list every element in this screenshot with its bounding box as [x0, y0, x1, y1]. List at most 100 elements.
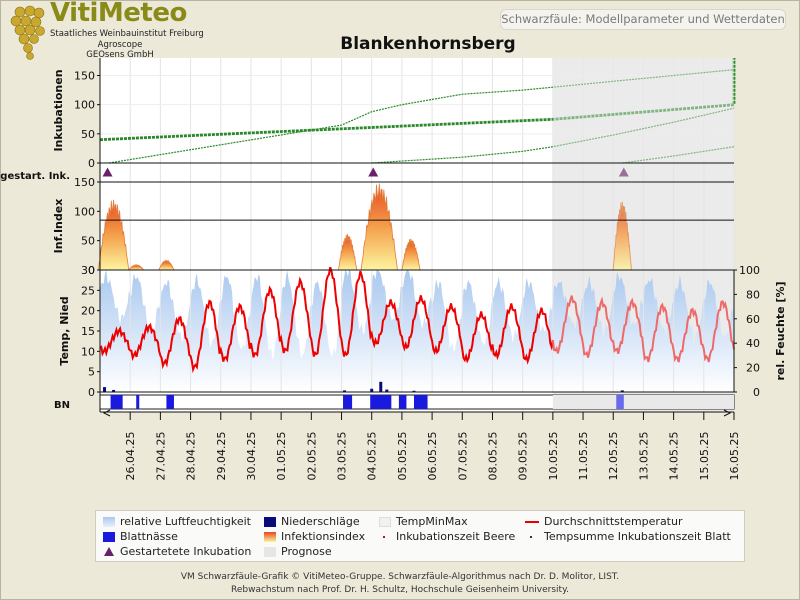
started-incubation-mark: [368, 167, 379, 177]
legend-label-forecast: Prognose: [281, 545, 332, 558]
precip-bar: [343, 390, 347, 392]
inf-ytick-label: 150: [74, 176, 95, 189]
x-tick-label: 13.05.25: [637, 432, 650, 481]
leaf-wetness-label: BN: [54, 400, 70, 411]
x-tick-label: 15.05.25: [698, 432, 711, 481]
legend-swatch-forecast: [264, 547, 276, 557]
legend-swatch-precip: [264, 517, 276, 527]
legend-swatch-infection: [264, 532, 276, 542]
x-tick-label: 12.05.25: [607, 432, 620, 481]
grape-icon: [10, 5, 45, 60]
legend-label-avgtemp: Durchschnittstemperatur: [544, 515, 683, 528]
chart-subtitle: Schwarzfäule: Modellparameter und Wetter…: [500, 9, 786, 30]
x-tick-label: 28.04.25: [185, 432, 198, 481]
inc-ytick-label: 150: [74, 70, 95, 83]
inf-ytick-label: 0: [88, 264, 95, 277]
leaf-wetness-interval: [136, 395, 140, 409]
hum-ytick-label: 100: [739, 264, 760, 277]
precip-bar: [620, 390, 624, 392]
chart-area: 0501001500501001500510152025300204060801…: [0, 58, 787, 481]
infection-peak: [401, 238, 421, 271]
x-tick-label: 10.05.25: [547, 432, 560, 481]
chart-legend: relative Luftfeuchtigkeit Niederschläge …: [95, 510, 745, 562]
leaf-wetness-interval: [343, 395, 353, 409]
legend-label-tempminmax: TempMinMax: [396, 515, 468, 528]
legend-label-leaf-tempsum: Tempsumme Inkubationszeit Blatt: [544, 530, 731, 543]
x-tick-label: 26.04.25: [124, 432, 137, 481]
wx-axis-title: Temp, Nied: [58, 296, 71, 365]
leaf-wetness-interval: [370, 395, 392, 409]
inc-ytick-label: 100: [74, 99, 95, 112]
brand-line-1: Staatliches Weinbauinstitut Freiburg: [50, 29, 204, 39]
x-tick-label: 07.05.25: [456, 432, 469, 481]
x-tick-label: 02.05.25: [305, 432, 318, 481]
inf-ytick-label: 50: [81, 235, 95, 248]
forecast-fade-inc: [552, 58, 734, 163]
wx-ytick-label: 30: [81, 264, 95, 277]
x-tick-label: 08.05.25: [486, 432, 499, 481]
precip-bar: [370, 388, 374, 392]
legend-swatch-humidity: [103, 517, 115, 527]
legend-label-precip: Niederschläge: [281, 515, 360, 528]
x-tick-label: 16.05.25: [728, 432, 741, 481]
inc-ytick-label: 0: [88, 157, 95, 170]
avg-temperature-forecast-line: [551, 295, 735, 363]
started-incubation-mark: [618, 167, 629, 177]
x-tick-label: 30.04.25: [245, 432, 258, 481]
legend-swatch-avgtemp: [525, 521, 539, 523]
legend-swatch-triangle: [104, 547, 114, 556]
x-tick-label: 09.05.25: [517, 432, 530, 481]
leaf-wetness-forecast: [552, 395, 734, 409]
infection-peak: [338, 234, 358, 271]
started-label: gestart. Ink.: [0, 171, 70, 182]
precip-bar: [379, 381, 383, 392]
footer-line-2: Rebwachstum nach Prof. Dr. H. Schultz, H…: [231, 585, 569, 595]
hum-ytick-label: 0: [753, 386, 760, 399]
leaf-wetness-interval: [166, 395, 174, 409]
legend-label-humidity: relative Luftfeuchtigkeit: [120, 515, 251, 528]
x-tick-label: 27.04.25: [154, 432, 167, 481]
x-tick-label: 03.05.25: [336, 432, 349, 481]
started-incubation-mark: [102, 167, 113, 177]
x-tick-label: 14.05.25: [668, 432, 681, 481]
x-tick-label: 04.05.25: [366, 432, 379, 481]
infection-peak: [158, 259, 175, 271]
hum-axis-title: rel. Feuchte [%]: [774, 282, 787, 381]
scroll-right-icon: [723, 409, 732, 417]
legend-label-leafwetness: Blattnässe: [120, 530, 178, 543]
precip-bar: [112, 389, 116, 392]
brand-line-3: GEOsens GmbH: [86, 50, 154, 60]
wx-ytick-label: 10: [81, 345, 95, 358]
incubation-series-2: [371, 107, 735, 164]
brand-line-2: Agroscope: [97, 40, 143, 50]
infection-peak: [98, 199, 130, 271]
scroll-left-icon: [102, 409, 111, 417]
hum-ytick-label: 80: [746, 288, 760, 301]
wx-ytick-label: 0: [88, 386, 95, 399]
x-tick-label: 06.05.25: [426, 432, 439, 481]
vitimeteo-logo: VitiMeteo Staatliches Weinbauinstitut Fr…: [6, 0, 204, 62]
leaf-wetness-interval: [413, 395, 428, 409]
hum-ytick-label: 20: [746, 362, 760, 375]
inf-ytick-label: 100: [74, 205, 95, 218]
wx-ytick-label: 20: [81, 305, 95, 318]
humidity-area: [100, 270, 734, 392]
precip-bar: [385, 389, 389, 392]
inc-axis-title: Inkubationen: [52, 69, 65, 151]
avg-temperature-line: [99, 266, 554, 374]
infection-peak: [612, 201, 632, 271]
legend-swatch-tempminmax: [379, 517, 391, 527]
infection-peak: [127, 263, 145, 271]
inc-ytick-label: 50: [81, 128, 95, 141]
legend-swatch-leaf-tempsum: [530, 536, 532, 538]
legend-label-started: Gestartetete Inkubation: [120, 545, 252, 558]
brand-name: VitiMeteo: [50, 0, 187, 28]
incubation-series-0: [99, 58, 736, 142]
legend-label-berry: Inkubationszeit Beere: [396, 530, 516, 543]
footer-line-1: VM Schwarzfäule-Grafik © VitiMeteo-Grupp…: [180, 572, 620, 582]
precip-bar: [412, 390, 416, 392]
wx-ytick-label: 5: [88, 366, 95, 379]
wx-ytick-label: 15: [81, 325, 95, 338]
x-tick-label: 01.05.25: [275, 432, 288, 481]
leaf-wetness-interval: [110, 395, 123, 409]
